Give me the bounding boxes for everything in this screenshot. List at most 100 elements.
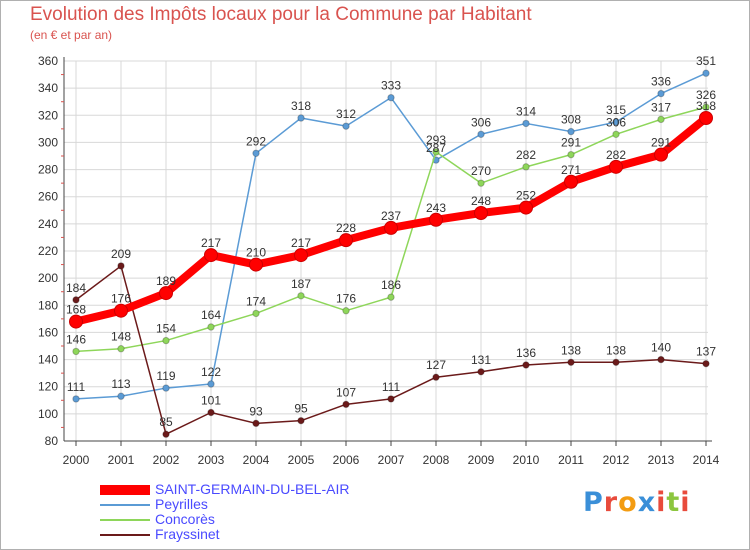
data-point-frayssinet <box>207 408 215 417</box>
legend-item-concores: Concorès <box>100 512 400 527</box>
y-tick-label: 200 <box>38 271 58 285</box>
data-label-frayssinet: 138 <box>606 343 626 357</box>
data-point-concor-s <box>477 179 485 187</box>
data-point-frayssinet <box>702 359 710 368</box>
data-label-frayssinet: 95 <box>294 402 308 416</box>
data-point-concor-s <box>522 163 530 171</box>
data-point-saint-germain-du-bel-air <box>429 212 443 227</box>
data-point-frayssinet <box>297 416 305 425</box>
data-label-saint-germain-du-bel-air: 252 <box>516 189 536 203</box>
legend: SAINT-GERMAIN-DU-BEL-AIR Peyrilles Conco… <box>100 482 400 542</box>
data-label-frayssinet: 137 <box>696 345 716 359</box>
data-point-saint-germain-du-bel-air <box>294 248 308 263</box>
legend-swatch-concores <box>100 519 150 521</box>
data-point-saint-germain-du-bel-air <box>114 303 128 318</box>
data-point-frayssinet <box>477 368 485 376</box>
data-label-peyrilles: 318 <box>291 99 311 113</box>
legend-swatch-saint-germain <box>100 485 150 495</box>
data-point-saint-germain-du-bel-air <box>204 248 218 263</box>
data-point-saint-germain-du-bel-air <box>159 286 173 301</box>
data-label-saint-germain-du-bel-air: 210 <box>246 246 266 260</box>
data-label-peyrilles: 351 <box>696 54 716 68</box>
data-label-concor-s: 282 <box>516 148 536 162</box>
data-point-frayssinet <box>72 296 80 304</box>
data-label-concor-s: 164 <box>201 308 221 322</box>
data-point-frayssinet <box>252 419 260 428</box>
data-label-saint-germain-du-bel-air: 237 <box>381 209 401 223</box>
data-point-saint-germain-du-bel-air <box>384 220 398 235</box>
legend-swatch-frayssinet <box>100 534 150 536</box>
y-tick-label: 140 <box>38 353 58 367</box>
data-point-saint-germain-du-bel-air <box>609 159 623 174</box>
data-label-frayssinet: 209 <box>111 247 131 261</box>
x-tick-label: 2007 <box>378 453 405 467</box>
data-label-peyrilles: 336 <box>651 75 671 89</box>
x-tick-label: 2014 <box>693 453 720 467</box>
data-label-peyrilles: 119 <box>156 369 175 383</box>
data-label-frayssinet: 111 <box>382 380 401 394</box>
data-point-peyrilles <box>567 127 575 136</box>
x-tick-label: 2002 <box>153 453 180 467</box>
data-point-frayssinet <box>567 358 575 366</box>
data-point-peyrilles <box>477 130 485 138</box>
data-point-frayssinet <box>657 355 665 364</box>
y-tick-label: 240 <box>38 217 58 231</box>
data-label-concor-s: 176 <box>336 292 356 306</box>
data-label-peyrilles: 333 <box>381 79 401 93</box>
logo-letter: i <box>656 487 667 518</box>
legend-item-frayssinet: Frayssinet <box>100 527 400 542</box>
data-label-concor-s: 306 <box>606 115 626 129</box>
data-point-peyrilles <box>612 118 620 126</box>
y-tick-label: 160 <box>38 325 58 339</box>
logo-letter: P <box>583 487 604 518</box>
data-point-saint-germain-du-bel-air <box>699 111 713 125</box>
data-label-concor-s: 293 <box>426 133 446 147</box>
y-tick-label: 280 <box>38 163 58 177</box>
data-label-saint-germain-du-bel-air: 318 <box>696 99 716 113</box>
data-label-saint-germain-du-bel-air: 217 <box>291 236 311 250</box>
data-point-frayssinet <box>387 395 395 403</box>
data-label-frayssinet: 131 <box>471 353 491 367</box>
data-label-peyrilles: 122 <box>201 365 221 379</box>
legend-item-peyrilles: Peyrilles <box>100 497 400 512</box>
data-point-frayssinet <box>432 373 440 381</box>
data-label-peyrilles: 312 <box>336 107 356 121</box>
x-tick-label: 2005 <box>288 453 315 467</box>
data-point-concor-s <box>117 345 125 353</box>
data-label-saint-germain-du-bel-air: 176 <box>111 292 131 306</box>
data-point-concor-s <box>612 130 620 138</box>
data-label-concor-s: 186 <box>381 278 401 292</box>
y-tick-label: 340 <box>38 81 58 95</box>
data-label-concor-s: 326 <box>696 88 716 102</box>
data-point-concor-s <box>702 103 710 111</box>
data-point-concor-s <box>162 336 170 345</box>
data-label-frayssinet: 127 <box>426 358 446 372</box>
data-point-peyrilles <box>162 384 170 392</box>
data-label-peyrilles: 287 <box>426 141 446 155</box>
data-point-frayssinet <box>162 430 170 438</box>
data-label-frayssinet: 136 <box>516 346 536 360</box>
data-point-peyrilles <box>117 392 125 400</box>
x-tick-label: 2004 <box>243 453 270 467</box>
x-tick-label: 2011 <box>558 453 584 467</box>
data-point-saint-germain-du-bel-air <box>519 200 533 215</box>
data-point-saint-germain-du-bel-air <box>249 257 263 272</box>
y-tick-label: 220 <box>38 244 58 258</box>
data-point-concor-s <box>657 115 665 124</box>
data-point-peyrilles <box>522 119 530 128</box>
data-label-saint-germain-du-bel-air: 282 <box>606 148 626 162</box>
data-point-peyrilles <box>72 395 80 403</box>
data-point-concor-s <box>432 148 440 156</box>
x-tick-label: 2013 <box>648 453 675 467</box>
data-label-frayssinet: 138 <box>561 343 581 357</box>
legend-swatch-peyrilles <box>100 504 150 506</box>
x-tick-label: 2009 <box>468 453 495 467</box>
data-label-frayssinet: 101 <box>201 394 221 408</box>
y-tick-label: 120 <box>38 380 58 394</box>
data-point-peyrilles <box>342 122 350 130</box>
legend-label-saint-germain: SAINT-GERMAIN-DU-BEL-AIR <box>155 481 350 497</box>
x-tick-label: 2008 <box>423 453 450 467</box>
data-label-saint-germain-du-bel-air: 248 <box>471 194 491 208</box>
y-tick-label: 80 <box>45 434 59 448</box>
data-label-saint-germain-du-bel-air: 271 <box>561 163 581 177</box>
